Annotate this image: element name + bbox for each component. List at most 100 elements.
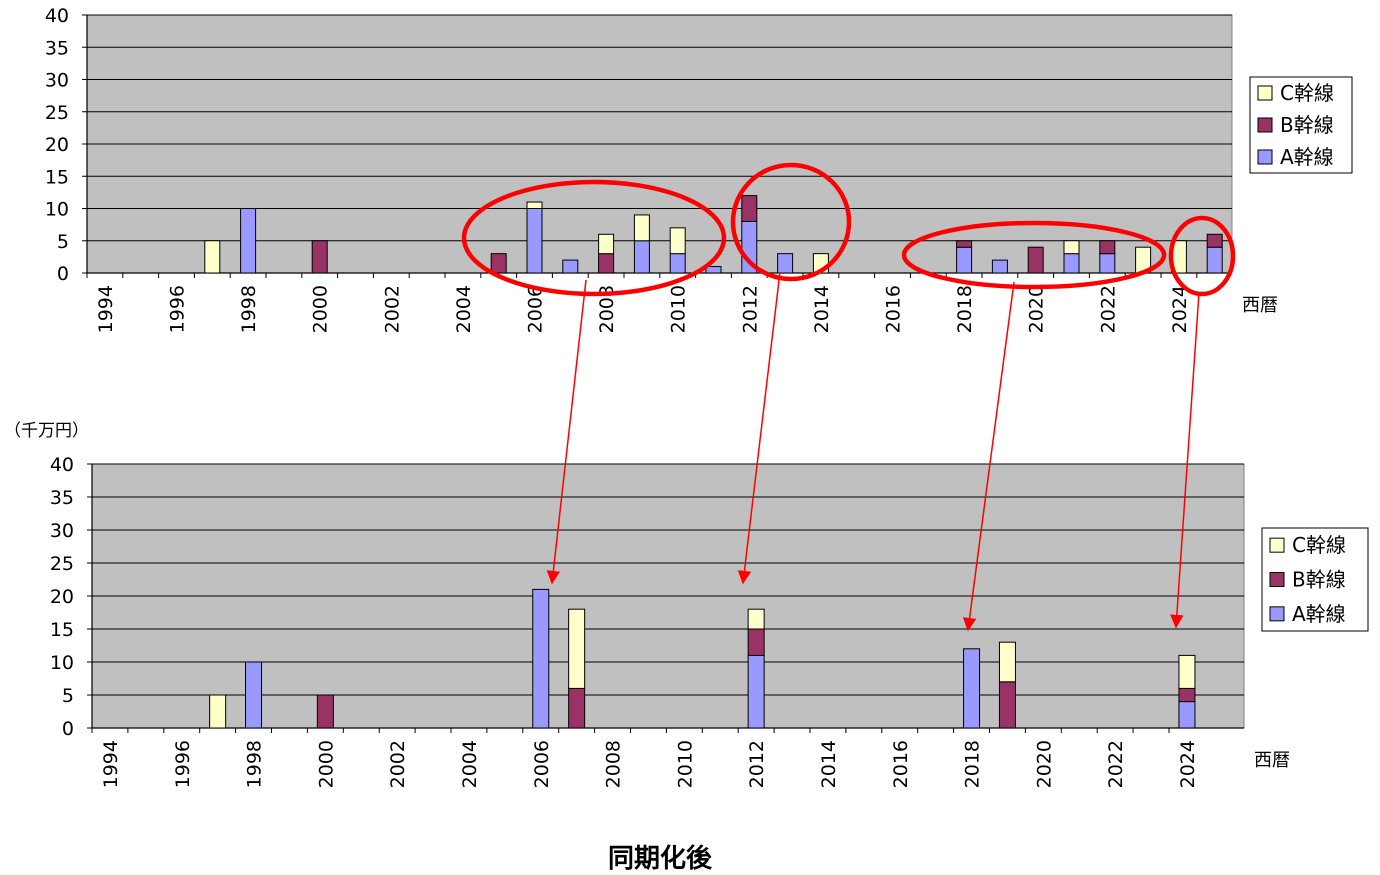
sync-arrow-4 [1170, 292, 1200, 629]
legend: C幹線 B幹線 A幹線 [1261, 527, 1369, 632]
y-tick-label: 20 [45, 134, 69, 156]
bar-b-2000 [316, 694, 334, 729]
x-tick-label: 2020 [1033, 740, 1055, 788]
legend-swatch-b [1257, 117, 1273, 133]
y-tick-label: 40 [50, 454, 74, 476]
y-tick-label: 15 [50, 619, 74, 641]
x-tick-label: 2012 [739, 285, 761, 333]
x-tick-label: 2004 [459, 740, 481, 788]
bar-a-2025 [1206, 246, 1223, 274]
bar-b-2018 [956, 240, 973, 248]
bar-a-2009 [633, 240, 650, 274]
sync-annotations [461, 162, 1236, 632]
bar-c-2006 [526, 201, 543, 210]
bar-b-2012 [741, 195, 758, 222]
x-axis-title: 西暦 [1254, 750, 1290, 771]
y-tick-label: 35 [50, 487, 74, 509]
highlight-ellipse-2 [730, 162, 852, 282]
caption: 同期化後 [607, 844, 712, 874]
y-tick-label: 40 [45, 5, 69, 27]
legend-label-a: A幹線 [1292, 602, 1346, 626]
bar-b-2019 [998, 681, 1016, 729]
bar-a-2013 [777, 253, 794, 274]
x-tick-label: 2024 [1169, 285, 1191, 333]
x-tick-label: 2024 [1177, 740, 1199, 788]
bar-a-2021 [1063, 253, 1080, 274]
bar-c-2019 [998, 641, 1016, 683]
x-tick-label: 2022 [1097, 285, 1119, 333]
x-tick-label: 1996 [167, 285, 189, 333]
bar-a-2011 [705, 266, 722, 274]
legend-swatch-a [1269, 606, 1285, 622]
bar-b-2025 [1206, 233, 1223, 248]
x-tick-label: 1994 [100, 740, 122, 788]
y-tick-label: 25 [50, 553, 74, 575]
x-tick-label: 1996 [172, 740, 194, 788]
x-tick-label: 2002 [381, 285, 403, 333]
x-tick-label: 1994 [95, 285, 117, 333]
bar-a-2006 [526, 208, 543, 274]
bar-b-2005 [490, 253, 507, 274]
y-tick-label: 30 [50, 520, 74, 542]
bar-a-2024 [1178, 701, 1196, 729]
legend-swatch-a [1257, 149, 1273, 165]
x-tick-label: 2000 [315, 740, 337, 788]
bar-a-2007 [562, 259, 579, 274]
bar-c-2008 [598, 233, 615, 255]
legend-label-b: B幹線 [1280, 113, 1334, 137]
bar-b-2022 [1099, 240, 1116, 255]
y-tick-label: 5 [57, 231, 69, 253]
bar-c-2007 [568, 608, 586, 689]
bar-b-2007 [568, 687, 586, 729]
y-tick-label: 10 [50, 652, 74, 674]
y-tick-label: 35 [45, 37, 69, 59]
x-tick-label: 1998 [244, 740, 266, 788]
highlight-ellipse-3 [901, 220, 1167, 290]
bar-a-1998 [245, 661, 263, 729]
x-tick-label: 2006 [525, 285, 547, 333]
y-tick-label: 0 [62, 718, 74, 740]
bar-a-2010 [669, 253, 686, 274]
highlight-ellipse-1 [461, 179, 727, 297]
y-tick-label: 5 [62, 685, 74, 707]
legend-swatch-c [1269, 537, 1285, 553]
x-tick-label: 2018 [962, 740, 984, 788]
bar-a-2018 [956, 246, 973, 274]
chart-before-sync: 0 5 10 15 20 25 30 35 40 1994 1996 1998 2000 2002 2004… [45, 5, 1353, 333]
sync-arrow-2 [737, 271, 781, 585]
legend-label-a: A幹線 [1280, 145, 1334, 169]
bar-a-2018 [963, 648, 981, 729]
bar-c-2010 [669, 227, 686, 255]
x-tick-label: 2004 [453, 285, 475, 333]
y-tick-label: 15 [45, 166, 69, 188]
y-tick-label: 30 [45, 70, 69, 92]
x-tick-label: 2000 [310, 285, 332, 333]
x-axis-title: 西暦 [1242, 295, 1278, 316]
bar-b-2008 [598, 253, 615, 274]
x-tick-label: 2008 [596, 285, 618, 333]
bar-c-1997 [204, 240, 221, 274]
bar-a-2019 [991, 259, 1008, 274]
unit-label: （千万円） [4, 421, 89, 441]
x-tick-label: 1998 [238, 285, 260, 333]
x-tick-label: 2016 [883, 285, 905, 333]
bar-a-2006 [532, 588, 550, 729]
bar-a-2012 [747, 654, 765, 729]
legend-label-c: C幹線 [1280, 81, 1334, 105]
x-tick-label: 2010 [668, 285, 690, 333]
x-tick-label: 2008 [603, 740, 625, 788]
bar-c-2012 [747, 608, 765, 630]
x-tick-label: 2014 [811, 285, 833, 333]
chart-after-sync: 0 5 10 15 20 25 30 35 40 1994 1996 1998 2000 2002 2004… [50, 454, 1369, 788]
bar-a-2022 [1099, 253, 1116, 274]
legend-swatch-c [1257, 85, 1273, 101]
bar-a-1998 [240, 208, 257, 274]
x-tick-label: 2006 [531, 740, 553, 788]
x-tick-label: 2014 [818, 740, 840, 788]
bar-b-2020 [1027, 246, 1044, 274]
bar-b-2012 [747, 628, 765, 656]
bar-c-1997 [209, 694, 227, 729]
bar-c-2024 [1178, 654, 1196, 689]
sync-arrow-3 [962, 281, 1015, 632]
